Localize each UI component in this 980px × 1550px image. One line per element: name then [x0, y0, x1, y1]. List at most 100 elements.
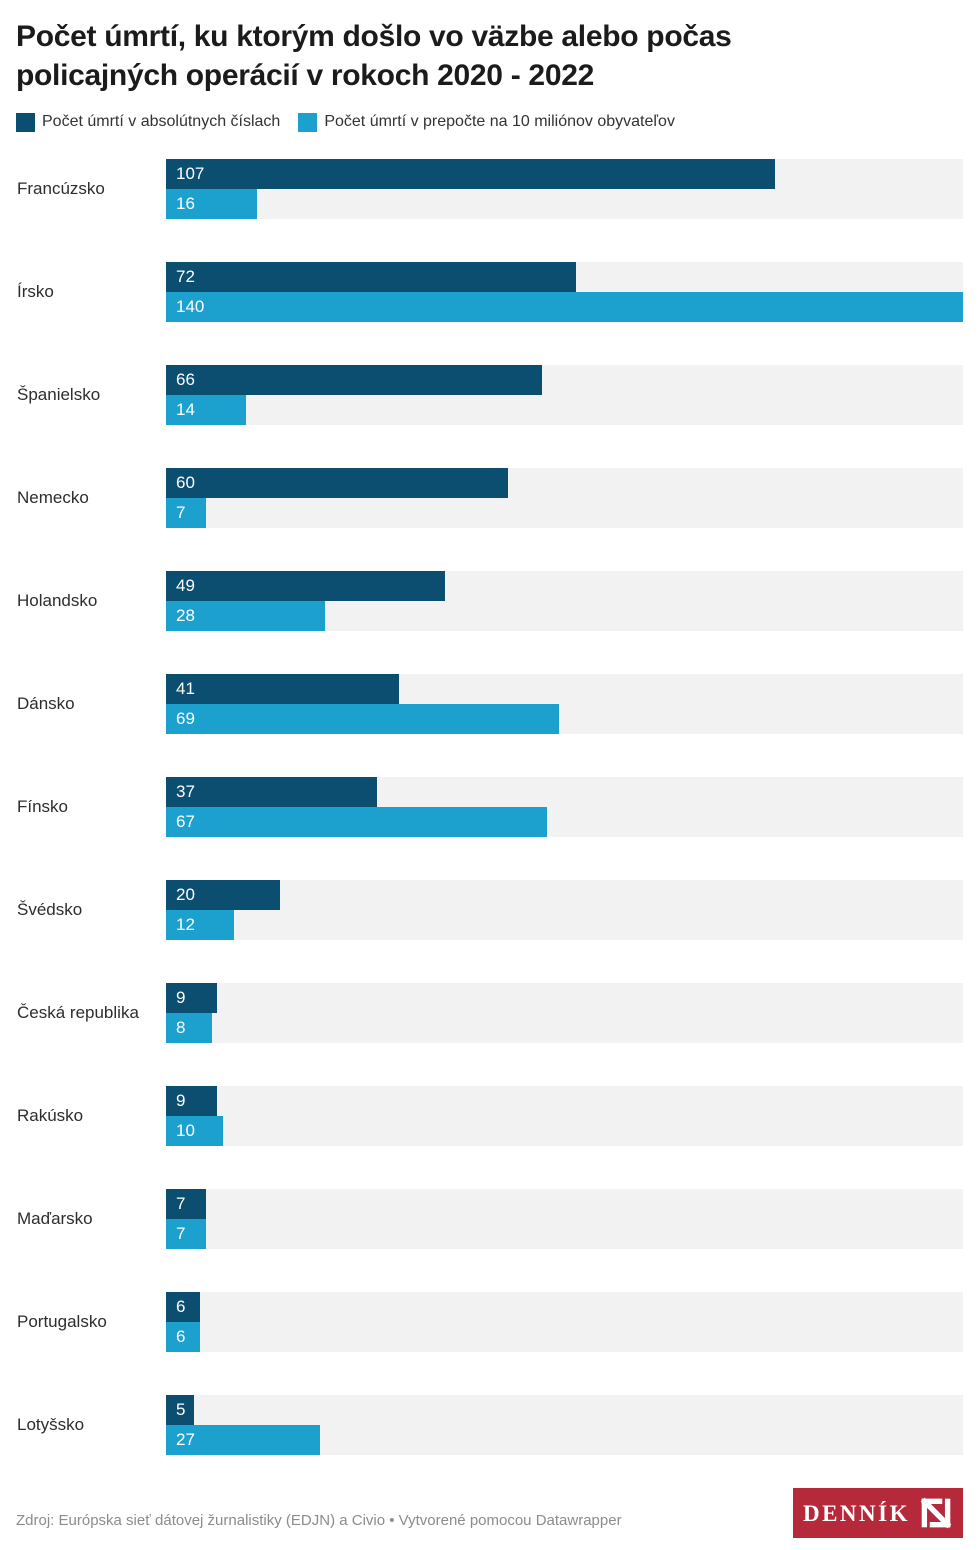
bar-absolute: 37 [166, 777, 377, 807]
bar-track: 72 140 [166, 262, 963, 322]
bar-absolute: 5 [166, 1395, 195, 1425]
chart-row: Írsko 72 140 [0, 262, 980, 322]
source-note: Zdroj: Európska sieť dátovej žurnalistik… [16, 1512, 622, 1529]
chart-rows: Francúzsko 107 16 Írsko 72 140 [0, 159, 980, 1455]
bar-absolute: 49 [166, 571, 445, 601]
bar-per-capita: 27 [166, 1425, 320, 1455]
bar-absolute: 6 [166, 1292, 201, 1322]
bar-track: 49 28 [166, 571, 963, 631]
legend: Počet úmrtí v absolútnych číslach Počet … [16, 112, 964, 132]
country-label: Česká republika [17, 1003, 139, 1022]
legend-label-absolute: Počet úmrtí v absolútnych číslach [42, 113, 281, 130]
bar-per-capita-value: 140 [176, 297, 205, 316]
logo-wordmark: DENNÍK [802, 1500, 910, 1526]
bar-absolute: 41 [166, 674, 400, 704]
bar-per-capita-value: 7 [176, 503, 186, 522]
country-label: Fínsko [17, 797, 69, 816]
bar-per-capita: 10 [166, 1116, 223, 1146]
bar-track: 20 12 [166, 880, 963, 940]
bar-absolute-value: 37 [176, 782, 195, 801]
bar-track: 60 7 [166, 468, 963, 528]
country-label: Dánsko [17, 694, 75, 713]
bar-track: 5 27 [166, 1395, 963, 1455]
country-label: Francúzsko [17, 179, 105, 198]
country-label: Nemecko [17, 488, 89, 507]
bar-per-capita: 6 [166, 1322, 201, 1352]
bar-absolute-value: 9 [176, 1091, 186, 1110]
country-label: Španielsko [17, 385, 101, 404]
bar-track: 9 8 [166, 983, 963, 1043]
chart-row: Francúzsko 107 16 [0, 159, 980, 219]
bar-per-capita: 8 [166, 1013, 212, 1043]
bar-absolute: 72 [166, 262, 576, 292]
legend-label-per-capita: Počet úmrtí v prepočte na 10 miliónov ob… [324, 113, 675, 130]
bar-track: 6 6 [166, 1292, 963, 1352]
bar-absolute-value: 41 [176, 679, 195, 698]
bar-absolute: 107 [166, 159, 776, 189]
chart-row: Nemecko 60 7 [0, 468, 980, 528]
chart-row: Fínsko 37 67 [0, 777, 980, 837]
country-label: Lotyšsko [17, 1415, 85, 1434]
bar-per-capita: 14 [166, 395, 246, 425]
chart-row: Česká republika 9 8 [0, 983, 980, 1043]
country-label: Portugalsko [17, 1312, 107, 1331]
bar-per-capita-value: 8 [176, 1018, 186, 1037]
legend-item-per-capita: Počet úmrtí v prepočte na 10 miliónov ob… [298, 112, 675, 132]
bar-absolute-value: 107 [176, 164, 205, 183]
bar-per-capita: 12 [166, 910, 235, 940]
chart-row: Holandsko 49 28 [0, 571, 980, 631]
chart-row: Španielsko 66 14 [0, 365, 980, 425]
bar-track: 7 7 [166, 1189, 963, 1249]
bar-absolute: 66 [166, 365, 542, 395]
chart-title-line-2: policajných operácií v rokoch 2020 - 202… [16, 59, 594, 92]
chart-row: Rakúsko 9 10 [0, 1086, 980, 1146]
bar-per-capita: 28 [166, 601, 326, 631]
bar-absolute-value: 66 [176, 370, 195, 389]
bar-per-capita: 7 [166, 1219, 206, 1249]
bar-absolute-value: 60 [176, 473, 195, 492]
legend-item-absolute: Počet úmrtí v absolútnych číslach [16, 112, 281, 132]
bar-per-capita: 69 [166, 704, 559, 734]
bar-per-capita-value: 14 [176, 400, 195, 419]
bar-per-capita-value: 69 [176, 709, 195, 728]
bar-absolute: 9 [166, 1086, 218, 1116]
bar-per-capita: 16 [166, 189, 258, 219]
bar-absolute-value: 9 [176, 988, 186, 1007]
legend-swatch-light-icon [298, 112, 318, 132]
bar-absolute-value: 7 [176, 1194, 186, 1213]
bar-per-capita-value: 10 [176, 1121, 195, 1140]
bar-track: 66 14 [166, 365, 963, 425]
bar-absolute: 60 [166, 468, 508, 498]
chart-row: Maďarsko 7 7 [0, 1189, 980, 1249]
bar-absolute: 20 [166, 880, 280, 910]
chart-row: Dánsko 41 69 [0, 674, 980, 734]
bar-absolute-value: 6 [176, 1297, 186, 1316]
chart-title-line-1: Počet úmrtí, ku ktorým došlo vo väzbe al… [16, 20, 732, 53]
chart-row: Portugalsko 6 6 [0, 1292, 980, 1352]
bar-absolute-value: 20 [176, 885, 195, 904]
bar-track: 9 10 [166, 1086, 963, 1146]
country-label: Rakúsko [17, 1106, 84, 1125]
country-label: Maďarsko [17, 1209, 93, 1228]
footer: Zdroj: Európska sieť dátovej žurnalistik… [0, 1488, 980, 1550]
dennik-n-logo[interactable]: DENNÍK [793, 1488, 963, 1538]
country-label: Írsko [17, 282, 54, 301]
bar-absolute-value: 5 [176, 1400, 186, 1419]
bar-per-capita-value: 27 [176, 1430, 195, 1449]
bar-track: 41 69 [166, 674, 963, 734]
country-label: Švédsko [17, 900, 83, 919]
bar-track: 37 67 [166, 777, 963, 837]
bar-per-capita-value: 67 [176, 812, 195, 831]
chart-title: Počet úmrtí, ku ktorým došlo vo väzbe al… [16, 17, 964, 95]
bar-track: 107 16 [166, 159, 963, 219]
bar-per-capita: 7 [166, 498, 206, 528]
bar-per-capita-value: 12 [176, 915, 195, 934]
bar-absolute-value: 72 [176, 267, 195, 286]
bar-per-capita-value: 6 [176, 1327, 186, 1346]
bar-per-capita-value: 16 [176, 194, 195, 213]
dennik-n-icon [920, 1497, 952, 1529]
bar-per-capita-value: 7 [176, 1224, 186, 1243]
bar-absolute-value: 49 [176, 576, 195, 595]
country-label: Holandsko [17, 591, 98, 610]
